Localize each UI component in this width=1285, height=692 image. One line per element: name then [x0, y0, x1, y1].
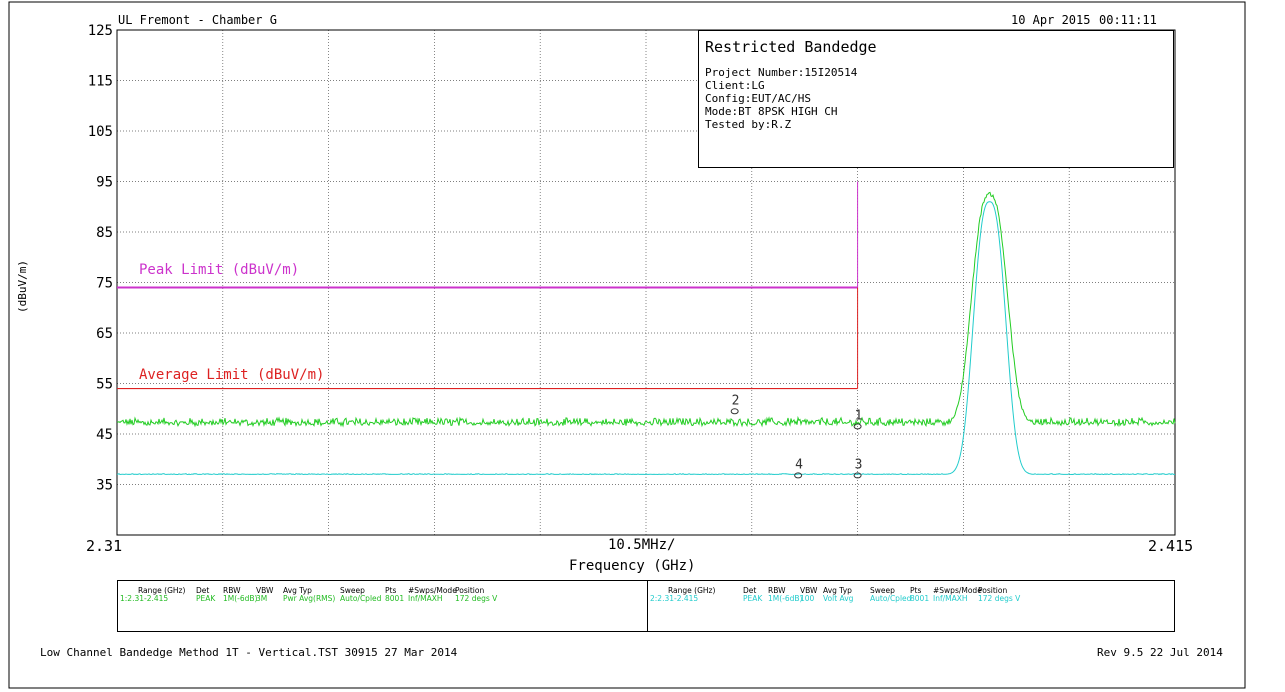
marker-label: 4 — [795, 457, 803, 472]
table-header-cell: #Swps/Mode — [408, 586, 457, 595]
table-header-cell: Sweep — [870, 586, 895, 595]
y-tick-label: 115 — [88, 74, 113, 90]
y-tick-label: 35 — [96, 478, 113, 494]
table-value-cell: 2:2.31-2.415 — [650, 594, 699, 603]
table-value-cell: 1M(-6dB) — [768, 594, 803, 603]
y-tick-label: 55 — [96, 377, 113, 393]
table-header-cell: VBW — [256, 586, 274, 595]
header-date: 10 Apr 2015 — [1011, 13, 1091, 27]
info-line-tester: Tested by:R.Z — [705, 118, 792, 131]
average-limit-label: Average Limit (dBuV/m) — [139, 367, 325, 383]
table-header-cell: Position — [455, 586, 485, 595]
y-tick-label: 65 — [96, 326, 113, 342]
x-end-label: 2.415 — [1148, 537, 1194, 555]
trace-line — [116, 191, 1176, 428]
table-header-cell: Avg Typ — [823, 586, 852, 595]
plot-area: 125 115 105 95 85 75 65 55 45 35 1 2 3 4 — [88, 23, 1176, 536]
marker-symbol — [853, 423, 862, 430]
table-header-cell: RBW — [768, 586, 786, 595]
header-time: 00:11:11 — [1099, 13, 1157, 27]
info-line-mode: Mode:BT 8PSK HIGH CH — [705, 105, 838, 118]
settings-table: Range (GHz) 1:2.31-2.415 Det PEAK RBW 1M(-6dB… — [117, 580, 1175, 632]
trace2-settings: Range (GHz) 2:2.31-2.415 Det PEAK RBW 1M(-6dB… — [648, 581, 1176, 631]
table-header-cell: Range (GHz) — [138, 586, 186, 595]
footer-right: Rev 9.5 22 Jul 2014 — [1097, 646, 1223, 659]
y-tick-label: 95 — [96, 175, 113, 191]
info-box-title: Restricted Bandedge — [705, 38, 877, 56]
marker-label: 3 — [855, 457, 863, 472]
table-value-cell: 8001 — [910, 594, 930, 603]
info-box: Restricted Bandedge Project Number:15I20… — [698, 30, 1174, 168]
table-value-cell: PEAK — [743, 594, 763, 603]
table-value-cell: Inf/MAXH — [933, 594, 968, 603]
x-axis-label: Frequency (GHz) — [569, 558, 696, 574]
table-value-cell: Auto/Cpled — [340, 594, 382, 603]
table-header-cell: Det — [196, 586, 210, 595]
marker-label: 2 — [732, 393, 740, 408]
y-axis-label: (dBuV/m) — [15, 260, 29, 313]
table-value-cell: 8001 — [385, 594, 405, 603]
table-header-cell: Position — [978, 586, 1008, 595]
info-line-client: Client:LG — [705, 79, 765, 92]
marker-symbol — [794, 472, 803, 479]
info-line-config: Config:EUT/AC/HS — [705, 92, 811, 105]
y-tick-label: 85 — [96, 225, 113, 241]
table-header-cell: Pts — [385, 586, 397, 595]
trace1-settings: Range (GHz) 1:2.31-2.415 Det PEAK RBW 1M(-6dB… — [118, 581, 647, 631]
table-value-cell: 172 degs V — [455, 594, 498, 603]
table-value-cell: PEAK — [196, 594, 216, 603]
marker-symbol — [730, 408, 739, 415]
peak-limit-label: Peak Limit (dBuV/m) — [139, 262, 300, 278]
table-divider — [647, 581, 648, 631]
table-value-cell: 1:2.31-2.415 — [120, 594, 169, 603]
table-value-cell: 1M(-6dB) — [223, 594, 258, 603]
table-value-cell: Inf/MAXH — [408, 594, 443, 603]
marker-label: 1 — [855, 408, 863, 423]
table-header-cell: Range (GHz) — [668, 586, 716, 595]
x-start-label: 2.31 — [86, 537, 123, 555]
y-tick-label: 75 — [96, 276, 113, 292]
footer-left: Low Channel Bandedge Method 1T - Vertica… — [40, 646, 458, 659]
y-tick-label: 125 — [88, 23, 113, 39]
table-value-cell: Volt Avg — [823, 594, 854, 603]
table-header-cell: #Swps/Mode — [933, 586, 982, 595]
table-header-cell: Pts — [910, 586, 922, 595]
table-header-cell: Det — [743, 586, 757, 595]
table-header-cell: VBW — [800, 586, 818, 595]
marker-symbol — [853, 472, 862, 479]
trace-line — [116, 201, 1176, 476]
y-tick-label: 45 — [96, 427, 113, 443]
site-title: UL Fremont - Chamber G — [118, 13, 277, 27]
table-value-cell: Pwr Avg(RMS) — [283, 594, 336, 603]
y-tick-label: 105 — [88, 124, 113, 140]
table-header-cell: RBW — [223, 586, 241, 595]
info-line-project: Project Number:15I20514 — [705, 66, 858, 79]
table-value-cell: 100 — [800, 594, 815, 603]
plot-border — [116, 29, 1176, 536]
table-value-cell: 172 degs V — [978, 594, 1021, 603]
x-center-label: 10.5MHz/ — [608, 537, 676, 553]
table-header-cell: Avg Typ — [283, 586, 312, 595]
table-value-cell: Auto/Cpled — [870, 594, 912, 603]
table-header-cell: Sweep — [340, 586, 365, 595]
table-value-cell: 3M — [256, 594, 268, 603]
